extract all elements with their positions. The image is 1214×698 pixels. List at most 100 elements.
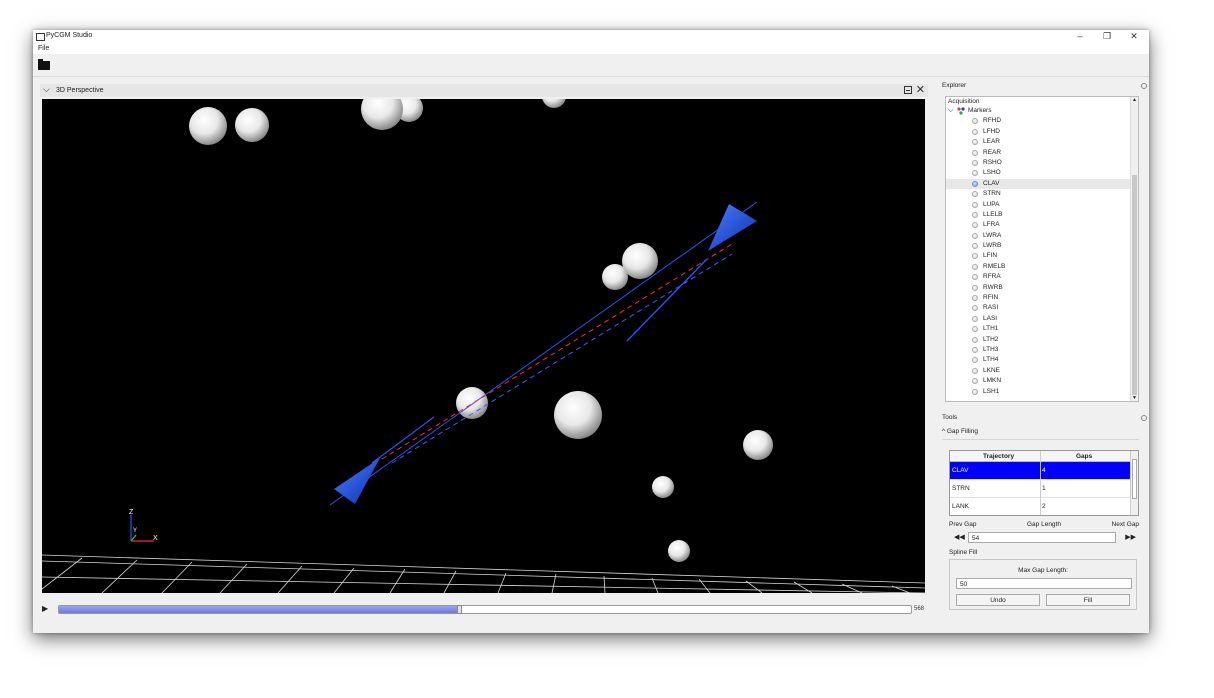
close-button[interactable]: ✕: [1130, 31, 1138, 41]
tree-item-marker[interactable]: LFIN: [946, 251, 1132, 261]
marker-radio-icon[interactable]: [972, 201, 978, 208]
marker-radio-icon[interactable]: [972, 222, 978, 229]
scroll-down-icon[interactable]: ▼: [1132, 395, 1137, 401]
tree-item-marker[interactable]: RASI: [946, 303, 1132, 313]
tools-title: Tools: [942, 414, 958, 421]
menu-file[interactable]: File: [38, 45, 50, 52]
scroll-thumb[interactable]: [1132, 175, 1137, 395]
max-gap-length-label: Max Gap Length:: [1018, 567, 1068, 574]
tree-item-marker[interactable]: RWRB: [946, 283, 1132, 293]
marker-radio-icon[interactable]: [972, 159, 978, 166]
marker-radio-icon[interactable]: [972, 149, 978, 156]
tree-item-marker[interactable]: LFRA: [946, 220, 1132, 230]
tree-item-marker[interactable]: LLELB: [946, 210, 1132, 220]
tree-group-markers[interactable]: ⌵ Markers: [946, 106, 1132, 116]
tree-item-marker[interactable]: LSHO: [946, 168, 1132, 178]
play-icon[interactable]: ▶: [42, 604, 49, 613]
tree-item-marker[interactable]: LTH4: [946, 355, 1132, 365]
marker-radio-icon[interactable]: [972, 253, 978, 260]
tree-item-marker[interactable]: LSH1: [946, 387, 1132, 397]
marker-radio-icon[interactable]: [972, 357, 978, 364]
tools-close-icon[interactable]: [1141, 415, 1147, 421]
column-header-gaps[interactable]: Gaps: [1076, 453, 1093, 460]
3d-viewport[interactable]: Z Y X: [42, 99, 925, 593]
marker-radio-icon[interactable]: [972, 263, 978, 270]
marker-radio-icon[interactable]: [972, 315, 978, 322]
scroll-up-icon[interactable]: ▲: [1132, 97, 1137, 103]
tree-item-marker[interactable]: CLAV: [946, 178, 1132, 190]
marker-radio-icon[interactable]: [972, 118, 978, 125]
tree-item-marker[interactable]: REAR: [946, 148, 1132, 158]
tree-item-marker[interactable]: RFIN: [946, 293, 1132, 303]
folder-open-icon[interactable]: [38, 59, 50, 70]
expand-chevron-icon[interactable]: ⌵: [948, 107, 954, 114]
marker-label: LKNE: [983, 366, 1000, 374]
gap-table-scrollbar[interactable]: [1130, 451, 1138, 515]
max-gap-length-field[interactable]: 50: [956, 578, 1132, 589]
markers-icon: [957, 107, 965, 115]
collapse-chevron-icon[interactable]: ⌵: [43, 84, 50, 94]
close-icon[interactable]: ✕: [915, 84, 925, 96]
tree-item-marker[interactable]: LMKN: [946, 376, 1132, 386]
marker-sphere: [456, 387, 488, 419]
undo-button[interactable]: Undo: [956, 594, 1040, 606]
tree-item-marker[interactable]: RSHO: [946, 158, 1132, 168]
tree-item-marker[interactable]: LTH2: [946, 335, 1132, 345]
marker-radio-icon[interactable]: [972, 367, 978, 374]
tree-item-marker[interactable]: RFRA: [946, 272, 1132, 282]
restore-button[interactable]: ❐: [1102, 31, 1112, 41]
tree-item-marker[interactable]: STRN: [946, 189, 1132, 199]
marker-radio-icon[interactable]: [972, 326, 978, 333]
gap-length-field[interactable]: 54: [968, 532, 1116, 543]
marker-radio-icon[interactable]: [972, 243, 978, 250]
gap-filling-header[interactable]: ^ Gap Filling: [942, 428, 978, 435]
marker-label: RMELB: [983, 262, 1006, 270]
marker-radio-icon[interactable]: [972, 211, 978, 218]
timeline-handle[interactable]: [457, 605, 463, 614]
tree-item-marker[interactable]: LKNE: [946, 366, 1132, 376]
marker-radio-icon[interactable]: [972, 232, 978, 239]
explorer-close-icon[interactable]: [1141, 83, 1147, 89]
marker-radio-icon[interactable]: [972, 139, 978, 146]
scroll-thumb[interactable]: [1132, 459, 1137, 499]
gap-start-cone: [334, 458, 380, 504]
marker-radio-icon[interactable]: [972, 305, 978, 312]
marker-label: STRN: [983, 190, 1001, 198]
marker-radio-icon[interactable]: [972, 128, 978, 135]
tree-item-marker[interactable]: LWRA: [946, 231, 1132, 241]
marker-radio-icon[interactable]: [972, 191, 978, 198]
app-window: PyCGM Studio – ❐ ✕ File ⌵ 3D Perspective…: [33, 30, 1149, 633]
tree-item-marker[interactable]: LTH3: [946, 345, 1132, 355]
tree-item-marker[interactable]: RFHD: [946, 116, 1132, 126]
tree-item-marker[interactable]: LEAR: [946, 137, 1132, 147]
marker-label: LEAR: [983, 138, 1000, 146]
tree-item-marker[interactable]: LUPA: [946, 200, 1132, 210]
explorer-scrollbar[interactable]: ▲ ▼: [1130, 97, 1138, 401]
maximize-icon[interactable]: [904, 86, 912, 94]
tree-item-marker[interactable]: LFHD: [946, 127, 1132, 137]
minimize-button[interactable]: –: [1077, 31, 1083, 41]
marker-radio-icon[interactable]: [972, 295, 978, 302]
cell-gaps: 1: [1042, 485, 1046, 492]
tree-item-marker[interactable]: LASI: [946, 314, 1132, 324]
tree-item-marker[interactable]: RMELB: [946, 262, 1132, 272]
prev-gap-icon[interactable]: ◀◀: [954, 534, 965, 541]
marker-radio-icon[interactable]: [972, 378, 978, 385]
app-icon: [36, 33, 45, 41]
timeline-slider[interactable]: [58, 605, 912, 614]
marker-radio-icon[interactable]: [972, 274, 978, 281]
marker-radio-icon[interactable]: [972, 284, 978, 291]
tree-item-marker[interactable]: LWRB: [946, 241, 1132, 251]
marker-radio-icon[interactable]: [972, 346, 978, 353]
marker-radio-icon[interactable]: [972, 388, 978, 395]
marker-radio-icon[interactable]: [972, 336, 978, 343]
fill-button[interactable]: Fill: [1046, 594, 1130, 606]
tree-root-acquisition[interactable]: Acquisition: [948, 98, 980, 105]
tree-item-marker[interactable]: LTH1: [946, 324, 1132, 334]
table-row[interactable]: LANK 2: [950, 498, 1130, 515]
marker-radio-icon[interactable]: [972, 170, 978, 177]
marker-tree: ⌵ Markers RFHD LFHD LEAR REAR RSHO LSHO CLAV ST…: [946, 106, 1132, 397]
next-gap-icon[interactable]: ▶▶: [1125, 534, 1136, 541]
marker-radio-icon[interactable]: [972, 180, 978, 187]
column-header-trajectory[interactable]: Trajectory: [983, 453, 1015, 460]
